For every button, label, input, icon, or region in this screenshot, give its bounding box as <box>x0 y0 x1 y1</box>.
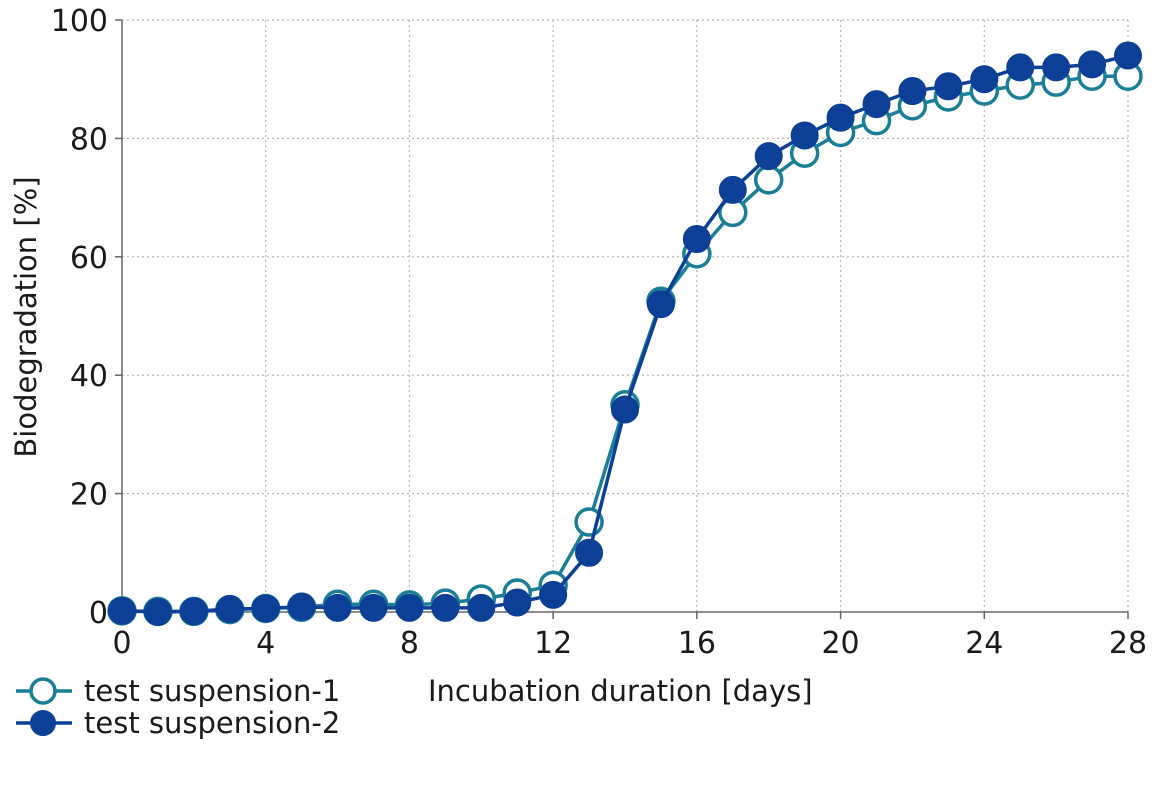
legend-item-1: test suspension-1 <box>16 674 340 708</box>
x-tick-label: 28 <box>1109 626 1147 661</box>
series-1-line <box>121 74 1128 614</box>
series-2-point <box>862 90 891 119</box>
series-1-point <box>753 165 784 195</box>
series-2-point <box>754 142 783 171</box>
x-tick-label: 24 <box>965 626 1003 661</box>
y-tick-label: 20 <box>70 478 108 513</box>
series-2-point <box>1006 53 1035 82</box>
series-2-point <box>611 395 639 424</box>
series-2-point <box>431 593 460 622</box>
series-2-point <box>646 290 675 319</box>
series-2-point <box>682 225 711 254</box>
series-2-point <box>1078 50 1107 79</box>
y-tick-label: 80 <box>70 122 108 157</box>
series-2-point <box>575 538 604 567</box>
series-1 <box>107 61 1143 627</box>
series <box>107 41 1143 627</box>
series-2-point <box>108 596 136 625</box>
legend-label: test suspension-1 <box>84 674 340 708</box>
series-2-point <box>503 588 532 617</box>
series-2-point <box>179 597 208 626</box>
series-2-point <box>1114 41 1142 70</box>
tick-labels: 0 20 40 60 80 100 0 4 8 12 16 20 24 28 <box>51 4 1147 661</box>
y-tick-label: 60 <box>70 241 108 276</box>
y-axis-title: Biodegradation [%] <box>9 176 43 457</box>
x-tick-label: 8 <box>400 626 419 661</box>
y-tick-label: 0 <box>89 596 108 631</box>
series-2-point <box>1042 53 1071 82</box>
x-tick-label: 16 <box>678 626 716 661</box>
series-2-point <box>287 592 316 621</box>
series-2-point <box>934 72 963 101</box>
series-2-point <box>970 65 999 94</box>
legend-label: test suspension-2 <box>84 706 340 740</box>
series-2-point <box>790 121 819 150</box>
x-tick-label: 4 <box>256 626 275 661</box>
series-2-point <box>467 593 496 622</box>
x-tick-label: 0 <box>112 626 131 661</box>
legend-item-2: test suspension-2 <box>16 706 340 740</box>
series-2-point <box>718 175 747 204</box>
series-2-point <box>359 593 388 622</box>
legend-marker <box>30 710 56 736</box>
y-tick-label: 40 <box>70 359 108 394</box>
axes <box>115 19 1129 619</box>
y-tick-label: 100 <box>51 4 108 39</box>
series-2-point <box>898 77 927 106</box>
series-2-point <box>826 103 855 132</box>
series-2-point <box>215 595 244 624</box>
x-axis-title: Incubation duration [days] <box>428 674 813 708</box>
series-2-point <box>143 598 172 626</box>
series-2 <box>108 41 1142 626</box>
series-2-point <box>323 593 352 622</box>
legend-marker <box>29 677 57 705</box>
x-tick-label: 12 <box>534 626 572 661</box>
x-tick-label: 20 <box>821 626 859 661</box>
series-2-point <box>539 580 568 609</box>
series-2-point <box>395 593 424 622</box>
series-2-point <box>251 594 280 623</box>
grid <box>122 19 1129 612</box>
